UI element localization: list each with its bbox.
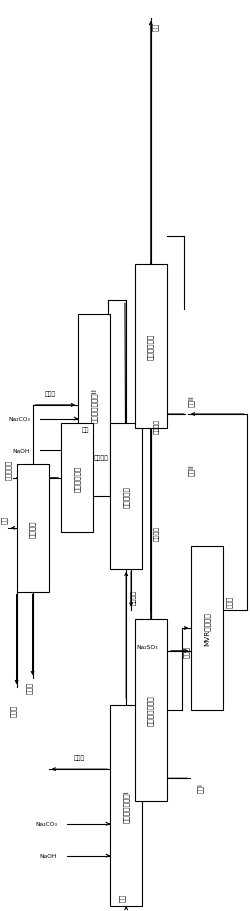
- Text: MVR蜁发系统: MVR蜁发系统: [204, 611, 211, 645]
- Bar: [110, 424, 142, 569]
- Text: 彤水: 彤水: [119, 893, 126, 901]
- Text: 精制盐水: 精制盐水: [154, 418, 160, 434]
- Text: 淡盐水: 淡盐水: [183, 645, 190, 657]
- Text: 泥液: 泥液: [1, 516, 8, 523]
- Bar: [135, 264, 167, 428]
- Text: 盐水II: 盐水II: [188, 395, 195, 407]
- Text: Na₂CO₃: Na₂CO₃: [35, 822, 57, 826]
- Text: 浓缩液: 浓缩液: [74, 754, 85, 761]
- Text: Na₂SO₃: Na₂SO₃: [137, 644, 158, 649]
- Text: 母液: 母液: [82, 427, 89, 433]
- Text: 压滤液: 压滤液: [26, 681, 32, 693]
- Text: 硫酸镶产品: 硫酸镶产品: [5, 459, 11, 479]
- Text: 低精盐水: 低精盐水: [132, 589, 137, 604]
- Text: 淡盐水: 淡盐水: [226, 595, 233, 607]
- Text: 中空纤维分离膜II: 中空纤维分离膜II: [91, 388, 98, 423]
- Text: 压滤系统: 压滤系统: [29, 519, 36, 537]
- Bar: [78, 314, 110, 496]
- Bar: [110, 706, 142, 906]
- Bar: [61, 424, 93, 533]
- Text: 离子膜制碱系统: 离子膜制碱系统: [148, 695, 154, 725]
- Text: 烧碱: 烧碱: [152, 24, 159, 31]
- Text: NaOH: NaOH: [13, 448, 30, 454]
- Text: 脱硫酸馒系统: 脱硫酸馒系统: [74, 466, 80, 491]
- Text: 浓缩液: 浓缩液: [45, 391, 56, 396]
- Text: NaOH: NaOH: [40, 854, 57, 858]
- Bar: [135, 619, 167, 801]
- Text: 树脂吸附系统: 树脂吸附系统: [148, 333, 154, 360]
- Text: 压滤液: 压滤液: [10, 704, 16, 716]
- Text: 高精盐水: 高精盐水: [94, 455, 109, 460]
- Text: 纳滤膜系统: 纳滤膜系统: [123, 486, 130, 507]
- Text: 精制盐水: 精制盐水: [154, 526, 160, 540]
- Bar: [16, 465, 48, 592]
- Text: Na₂CO₃: Na₂CO₃: [8, 416, 30, 422]
- Text: 盐水II: 盐水II: [188, 464, 195, 475]
- Text: 盐水I: 盐水I: [197, 783, 203, 793]
- Text: 中空纤维分离膜I: 中空纤维分离膜I: [123, 789, 130, 822]
- Bar: [192, 547, 224, 711]
